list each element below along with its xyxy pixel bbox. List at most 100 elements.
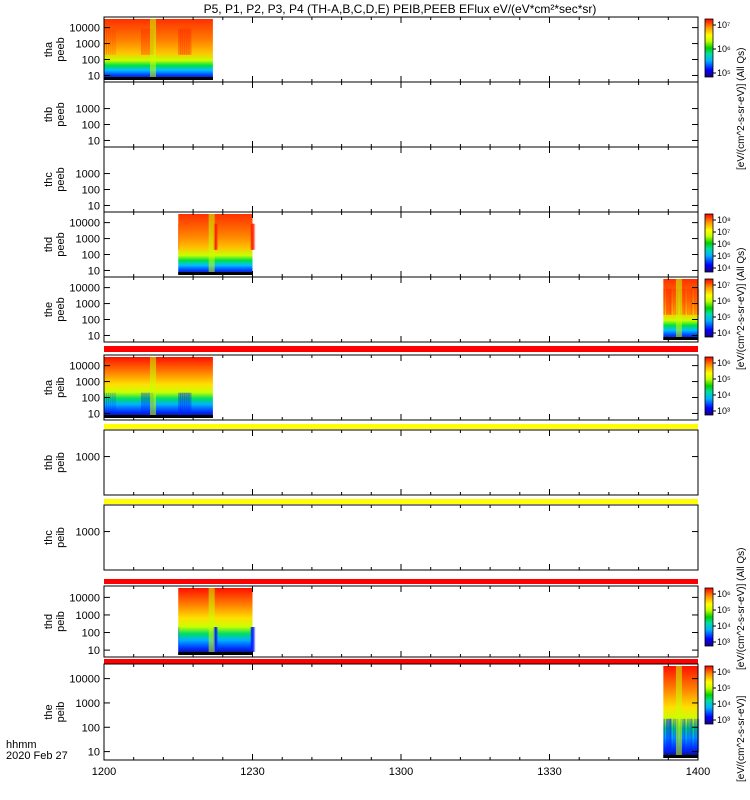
spectrogram-texture: [214, 223, 218, 250]
spectrogram-texture: [668, 718, 672, 753]
spectrogram-texture: [188, 392, 192, 416]
chart-title: P5, P1, P2, P3, P4 (TH-A,B,C,D,E) PEIB,P…: [204, 2, 597, 16]
spectrogram-texture: [215, 627, 218, 652]
colorbar-tick-label: 10⁵: [717, 68, 731, 78]
spectrogram-texture: [665, 288, 668, 315]
colorbar-tick-label: 10⁵: [717, 605, 731, 615]
spectrogram-texture: [182, 392, 186, 416]
y-tick-label: 10000: [69, 23, 100, 35]
x-axis: 1200 1230 1300 1330 1400: [92, 766, 710, 778]
spectrogram-texture: [214, 627, 217, 652]
y-tick-label: 10: [88, 70, 100, 82]
panel-the-peeb: 10 100 1000 10000 the peeb 10⁴ 10⁵ 10⁶ 10⁷: [43, 276, 731, 343]
panel-ylabel-product: peib: [55, 377, 67, 398]
colorbar-tick-label: 10³: [717, 637, 730, 647]
spectrogram-texture: [178, 223, 180, 250]
spectrogram-texture: [251, 627, 255, 652]
spectrogram-texture: [143, 28, 146, 55]
x-tick-label: 1330: [537, 766, 561, 778]
panel-ylabel-probe: thc: [43, 172, 55, 187]
spectrogram-texture: [214, 223, 217, 250]
panel-frame: [103, 276, 699, 343]
y-tick-label: 100: [82, 393, 100, 405]
spectrogram-texture: [670, 718, 672, 753]
flux-band-3: [104, 579, 698, 584]
spectrogram-texture: [689, 718, 693, 753]
spectrogram-texture: [691, 718, 693, 753]
colorbar-tick-label: 10⁷: [717, 280, 730, 290]
colorbar-unit-bottom: [eV/(cm^2-s-sr-eV)]: [736, 695, 747, 782]
spectrogram-texture: [145, 392, 148, 416]
spectrogram-texture: [251, 223, 252, 250]
colorbar-tick-label: 10⁵: [717, 683, 731, 693]
spectrogram-texture: [178, 28, 181, 55]
low-energy-strip: [104, 77, 213, 80]
panel-ylabel-product: peeb: [55, 297, 67, 321]
panel-ylabel-product: peeb: [55, 167, 67, 191]
y-tick-label: 10: [88, 330, 100, 342]
spectrogram-texture: [250, 627, 254, 652]
y-tick-label: 1000: [76, 452, 100, 464]
y-tick-label: 10000: [69, 361, 100, 373]
spectrogram-texture: [251, 223, 254, 250]
spectrogram-thd-peeb: [178, 214, 253, 275]
y-tick-label: 100: [82, 55, 100, 67]
panel-thb-peeb: 10 100 1000 thb peeb: [43, 81, 699, 148]
spectrogram-texture: [180, 28, 184, 55]
spectrogram-texture: [188, 28, 192, 55]
spectrogram-texture: [147, 28, 150, 55]
spectrogram-texture: [668, 288, 672, 315]
colorbar: [704, 356, 714, 416]
spectrogram-texture: [108, 28, 110, 55]
spectrogram-texture: [215, 223, 216, 250]
colorbar-tick-label: 10⁶: [717, 589, 731, 599]
spectrogram-texture: [110, 392, 112, 416]
spectrogram-texture: [141, 28, 143, 55]
colorbar-tick-label: 10⁴: [717, 263, 731, 273]
y-tick-label: 100: [82, 185, 100, 197]
spectrogram-texture: [686, 288, 689, 315]
y-tick-label: 1000: [76, 377, 100, 389]
panel-ylabel-product: peib: [55, 702, 67, 723]
panel-tha-peib: 10 100 1000 10000 tha peib 10³ 10⁴ 10⁵ 10⁶: [43, 354, 731, 421]
spectrogram-texture: [106, 392, 108, 416]
spectrogram-texture: [215, 223, 218, 250]
spectrogram-dip: [208, 214, 215, 275]
colorbar: [704, 587, 714, 647]
y-tick-label: 1000: [76, 169, 100, 181]
colorbar-unit-top: [eV/(cm^2-s-sr-eV)] (All Qs): [736, 48, 747, 170]
spectrogram-texture: [691, 288, 693, 315]
spectrogram-texture: [182, 28, 186, 55]
spectrogram-texture: [214, 627, 218, 652]
x-tick-label: 1400: [686, 766, 710, 778]
colorbar-tick-label: 10⁴: [717, 699, 731, 709]
colorbar-tick-label: 10⁵: [717, 251, 731, 261]
flux-band-4: [104, 659, 698, 664]
spectrogram-texture: [663, 718, 665, 753]
spectrogram-tha-peib: [104, 357, 213, 418]
spectrogram-texture: [663, 288, 665, 315]
colorbar: [704, 665, 714, 725]
spectrogram-texture: [250, 223, 254, 250]
spectrogram-texture: [114, 392, 116, 416]
colorbar-tick-label: 10⁴: [717, 390, 731, 400]
y-tick-label: 10: [88, 747, 100, 759]
panel-frame: [103, 146, 699, 213]
y-tick-label: 1000: [76, 610, 100, 622]
panel-tha-peeb: 10 100 1000 10000 tha peeb 10⁵ 10⁶ 10⁷: [43, 16, 731, 83]
panel-thd-peib: 10 100 1000 10000 thd peib 10³ 10⁴ 10⁵ 10⁶: [43, 585, 731, 658]
spectrogram-texture: [186, 392, 190, 416]
spectrogram-texture: [251, 627, 254, 652]
spectrogram-texture: [213, 223, 216, 250]
y-tick-label: 1000: [76, 39, 100, 51]
spectrogram-texture: [215, 627, 216, 652]
spectrogram-texture: [251, 627, 253, 652]
panel-ylabel-probe: tha: [43, 379, 55, 395]
y-tick-label: 10: [88, 135, 100, 147]
y-tick-label: 1000: [76, 698, 100, 710]
spectrogram-texture: [184, 392, 188, 416]
colorbar-tick-label: 10⁶: [717, 44, 731, 54]
colorbar-tick-label: 10⁶: [717, 239, 731, 249]
spectrogram-texture: [252, 223, 254, 250]
spectrogram-texture: [145, 28, 148, 55]
